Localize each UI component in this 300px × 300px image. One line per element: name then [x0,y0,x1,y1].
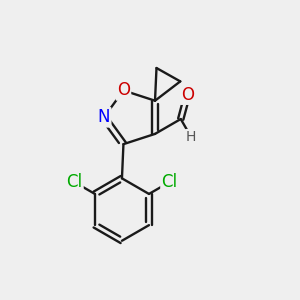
Text: H: H [186,130,196,144]
Text: N: N [98,108,110,126]
Text: Cl: Cl [66,173,82,191]
Text: O: O [181,85,194,103]
Text: Cl: Cl [161,173,178,191]
Text: O: O [117,82,130,100]
